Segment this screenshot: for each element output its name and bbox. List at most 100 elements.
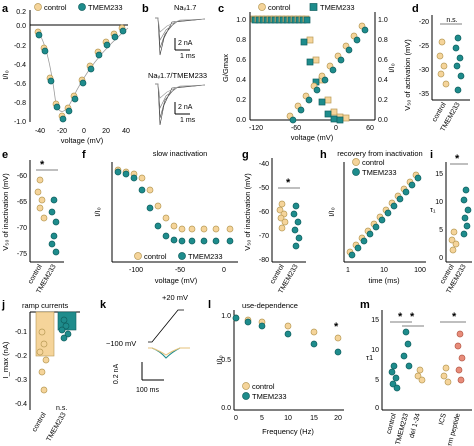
control-point <box>36 348 44 356</box>
l-ytick: 0.0 <box>221 405 231 412</box>
tmem233-point <box>405 362 413 370</box>
tmem233-point <box>460 196 468 204</box>
n-term-peptide-point <box>454 342 462 350</box>
tmem233-point <box>318 98 326 106</box>
tmem233-point <box>388 368 396 376</box>
control-point <box>416 366 424 374</box>
c-xtick: -60 <box>291 125 301 132</box>
control-point <box>170 222 178 230</box>
control-point <box>278 200 286 208</box>
panel-m: m 15 10 5 0 τ1 * * * control TMEM233 del… <box>360 299 472 446</box>
k-ramp-protocol <box>148 309 184 343</box>
control-point <box>444 378 452 386</box>
tmem233-point <box>119 27 127 35</box>
h-xlabel: time (ms) <box>368 276 400 285</box>
a-xtick: -20 <box>57 128 67 135</box>
l-xtick: 0 <box>234 415 238 422</box>
c-ytick: 1.0 <box>236 17 246 24</box>
e-ytick: -70 <box>17 225 27 232</box>
k-scale-t: 100 ms <box>136 387 159 394</box>
c-ytick-r: 0.2 <box>378 97 388 104</box>
tmem233-point <box>65 107 73 115</box>
m-xcat: control <box>386 412 398 435</box>
h-xtick: 1 <box>346 267 350 274</box>
tmem233-point <box>47 77 55 85</box>
control-point <box>40 214 48 222</box>
a-ytick: -0.8 <box>14 100 26 107</box>
l-ylabel: I/I₀ <box>215 355 224 364</box>
m-ytick: 10 <box>371 347 379 354</box>
legend-control: control <box>268 3 291 12</box>
j-xcat: control <box>31 411 48 433</box>
f-title: slow inactivation <box>153 149 208 158</box>
panel-g: g -40 -50 -60 -70 -80 V₅₀ of inactivatio… <box>242 149 306 295</box>
legend-tmem233-marker <box>309 3 318 11</box>
l-sig: * <box>334 321 339 333</box>
tmem233-point <box>462 186 470 194</box>
tmem233-point <box>300 38 308 46</box>
tmem233-point <box>58 326 66 334</box>
l-xtick: 15 <box>310 415 318 422</box>
tmem233-point <box>200 237 208 245</box>
legend-tmem233: TMEM233 <box>188 252 223 261</box>
control-point <box>146 186 154 194</box>
panel-e: e -60 -65 -70 -75 V₅₀ of inactivation (m… <box>1 149 64 295</box>
i-ytick: 10 <box>435 199 443 206</box>
b-scale-t2: 1 ms <box>180 117 196 124</box>
tmem233-point <box>457 72 465 80</box>
tmem233-point <box>60 316 68 324</box>
tmem233-point <box>360 237 368 245</box>
b-scale-i2: 2 nA <box>178 104 193 111</box>
tmem233-point <box>345 46 353 54</box>
l-xtick: 5 <box>260 415 264 422</box>
m-ytick: 5 <box>375 377 379 384</box>
tmem233-point <box>244 318 252 326</box>
c-xtick: 0 <box>334 125 338 132</box>
tmem233-point <box>122 170 130 178</box>
l-title: use-dependence <box>242 301 298 310</box>
panel-f: f slow inactivation I/I₀ -100 -50 0 volt… <box>82 149 238 285</box>
c-ytick-r: 0.6 <box>378 57 388 64</box>
control-point <box>36 176 44 184</box>
panel-letter-b: b <box>142 3 149 15</box>
tmem233-point <box>334 348 342 356</box>
h-title: recovery from inactivation <box>337 149 422 158</box>
control-point <box>38 328 46 336</box>
f-xtick: -50 <box>175 267 185 274</box>
control-point <box>276 206 284 214</box>
m-xcat: del 1-34 <box>409 413 422 439</box>
tmem233-point <box>372 223 380 231</box>
l-ytick: 1.0 <box>221 313 231 320</box>
tmem233-point <box>35 31 43 39</box>
panel-letter-f: f <box>82 149 86 161</box>
control-point <box>436 52 444 60</box>
legend-control-marker <box>34 3 42 11</box>
j-ytick: -0.3 <box>15 377 27 384</box>
tmem233-point <box>295 234 303 242</box>
l-xtick: 10 <box>284 415 292 422</box>
control-point <box>334 334 342 342</box>
tmem233-point <box>188 237 196 245</box>
tmem233-point <box>52 248 60 256</box>
panel-c: c 1.0 0.8 0.6 0.4 0.2 0.0 1.0 0.8 0.6 0.… <box>218 3 396 142</box>
a-xtick: -40 <box>35 128 45 135</box>
tmem233-point <box>162 232 170 240</box>
tmem233-point <box>330 115 338 123</box>
g-sig: * <box>286 177 291 189</box>
tmem233-point <box>130 174 138 182</box>
i-sig: * <box>455 153 460 165</box>
panel-i: i 15 10 5 0 τ₁ * control TMEM233 <box>430 149 472 295</box>
control-point <box>306 36 314 44</box>
tmem233-point <box>294 218 302 226</box>
tmem233-point <box>402 188 410 196</box>
h-ylabel: I/I₀ <box>327 207 336 216</box>
c-ylabel2: I/I₀ <box>387 63 396 72</box>
tmem233-point <box>170 236 178 244</box>
m-ytick: 15 <box>371 317 379 324</box>
a-ytick: 0.0 <box>16 23 26 30</box>
control-point <box>437 70 445 78</box>
legend-control: control <box>144 252 167 261</box>
legend-control-marker <box>352 158 360 166</box>
legend-control: control <box>252 382 275 391</box>
